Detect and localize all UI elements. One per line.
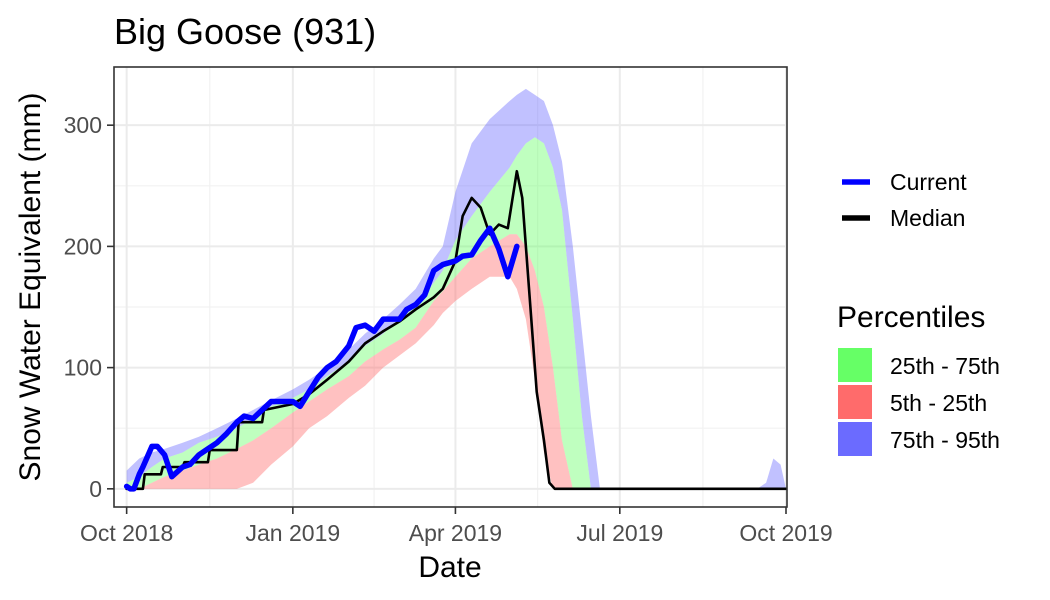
y-tick-label: 200 [64,233,102,259]
x-tick-label: Jan 2019 [246,520,341,546]
grid-major [114,67,787,507]
band-75-95 [126,88,628,489]
median-line [125,169,787,491]
legend-label-current: Current [890,169,967,195]
y-axis-title: Snow Water Equivalent (mm) [14,92,47,481]
current-line [123,225,520,492]
legend-swatch-band_5_25 [838,385,872,419]
legend-swatch-band_25_75 [838,348,872,382]
legend-lines: Current Median [842,169,967,231]
band-5-25 [126,234,628,489]
chart-title: Big Goose (931) [114,11,376,52]
legend-percentiles-title: Percentiles [837,301,985,334]
legend-swatch-band_75_95 [838,422,872,456]
data-lines [123,169,787,492]
y-tick-label: 300 [64,112,102,138]
x-axis-title: Date [418,551,481,584]
legend-percentiles: 25th - 75th 5th - 25th 75th - 95th [838,348,1000,456]
grid-minor [114,67,787,507]
x-axis: Oct 2018 Jan 2019 Apr 2019 Jul 2019 Oct 2019 [80,507,833,546]
y-tick-label: 0 [89,476,102,502]
y-axis: 0 100 200 300 [64,112,114,502]
x-tick-label: Oct 2018 [80,520,173,546]
band-75-95-late [757,458,786,489]
x-tick-label: Oct 2019 [739,520,832,546]
legend-label-band_5_25: 5th - 25th [890,390,987,416]
x-tick-label: Apr 2019 [409,520,502,546]
plot-border [113,66,788,508]
legend-label-band_25_75: 25th - 75th [890,353,1000,379]
legend-label-band_75_95: 75th - 95th [890,427,1000,453]
y-tick-label: 100 [64,355,102,381]
legend-label-median: Median [890,205,965,231]
x-tick-label: Jul 2019 [576,520,663,546]
